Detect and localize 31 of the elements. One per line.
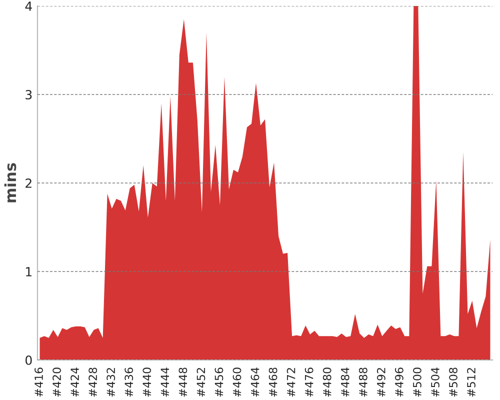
x-tick-label: #416 (34, 368, 43, 397)
y-axis-title: mins (4, 163, 16, 202)
x-tick-label: #428 (88, 368, 98, 397)
x-tick-label: #452 (196, 368, 206, 397)
x-tick-label: #464 (250, 368, 260, 397)
x-tick-label: #504 (431, 368, 440, 397)
y-tick-label: 2 (26, 178, 32, 188)
x-tick-label: #448 (178, 368, 188, 397)
x-tick-label: #472 (286, 368, 296, 397)
x-tick-label: #432 (106, 368, 116, 397)
x-tick-label: #508 (449, 368, 458, 397)
x-tick-label: #480 (322, 368, 332, 397)
x-tick-label: #468 (268, 368, 278, 397)
x-tick-label: #476 (304, 368, 314, 397)
x-tick-label: #440 (142, 368, 152, 397)
x-tick-label: #488 (358, 368, 368, 397)
x-tick-label: #460 (232, 368, 242, 397)
x-tick-label: #512 (467, 368, 476, 397)
y-tick-label: 4 (25, 2, 32, 11)
x-tick-label: #456 (214, 368, 224, 397)
x-tick-label: #436 (124, 368, 134, 397)
y-tick-label: 3 (26, 90, 32, 100)
x-tick-label: #420 (52, 368, 61, 397)
x-tick-label: #444 (160, 368, 169, 397)
x-tick-label: #484 (340, 368, 350, 397)
x-tick-label: #492 (376, 368, 386, 397)
x-tick-label: #500 (412, 368, 422, 397)
y-tick-label: 1 (26, 267, 32, 276)
x-tick-label: #496 (394, 368, 404, 397)
x-tick-label: #424 (70, 368, 79, 397)
y-tick-label: 0 (26, 355, 32, 365)
